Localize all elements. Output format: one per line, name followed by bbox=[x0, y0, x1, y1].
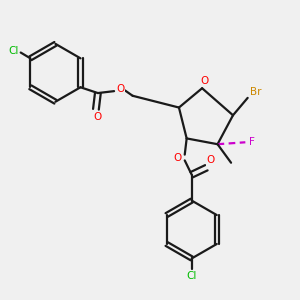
Text: O: O bbox=[93, 112, 101, 122]
Text: O: O bbox=[206, 155, 214, 165]
Text: O: O bbox=[116, 84, 124, 94]
Text: F: F bbox=[249, 136, 255, 146]
Text: O: O bbox=[173, 153, 181, 163]
Text: Br: Br bbox=[250, 88, 262, 98]
Text: Cl: Cl bbox=[187, 271, 197, 281]
Text: Cl: Cl bbox=[9, 46, 19, 56]
Text: O: O bbox=[200, 76, 208, 85]
